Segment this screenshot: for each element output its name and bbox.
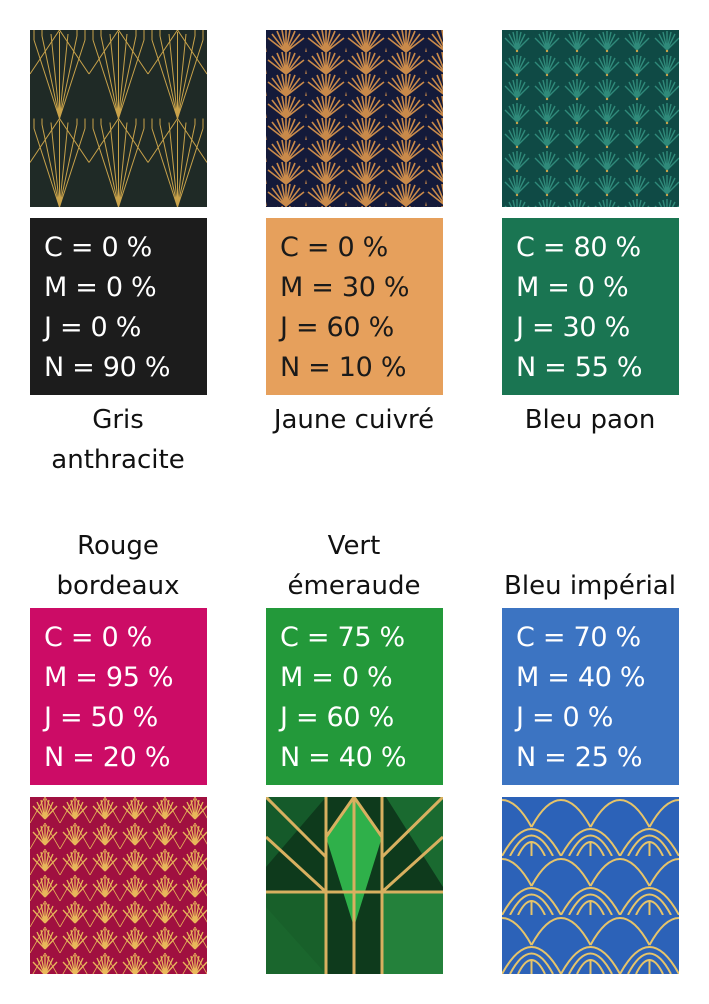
peacock-fan-pattern-icon <box>502 30 679 207</box>
art-deco-scallop-fan-pattern-icon <box>266 30 443 207</box>
color-swatch-bleu-paon: C = 80 % M = 0 % J = 30 % N = 55 % <box>502 218 679 395</box>
cmjn-n: N = 55 % <box>516 352 643 383</box>
cmjn-c: C = 70 % <box>516 622 641 653</box>
color-name-rouge: Rouge bordeaux <box>18 526 218 606</box>
cmjn-c: C = 0 % <box>44 232 152 263</box>
color-swatch-rouge: C = 0 % M = 95 % J = 50 % N = 20 % <box>30 608 207 785</box>
color-name-line: Bleu impérial <box>504 571 676 601</box>
cmjn-j: J = 0 % <box>44 312 142 343</box>
cmjn-m: M = 95 % <box>44 662 174 693</box>
art-deco-fan-lines-pattern-icon <box>30 30 207 207</box>
cmjn-n: N = 20 % <box>44 742 171 773</box>
cmjn-n: N = 25 % <box>516 742 643 773</box>
cmjn-c: C = 0 % <box>280 232 388 263</box>
cmjn-j: J = 60 % <box>280 702 394 733</box>
cmjn-c: C = 0 % <box>44 622 152 653</box>
cmjn-c: C = 80 % <box>516 232 641 263</box>
cmjn-m: M = 0 % <box>280 662 393 693</box>
cmjn-j: J = 0 % <box>516 702 614 733</box>
cmjn-c: C = 75 % <box>280 622 405 653</box>
color-name-line: Vert <box>327 531 381 561</box>
color-name-line: Gris <box>92 405 144 435</box>
color-name-bleu-imperial: Bleu impérial <box>490 566 690 606</box>
cmjn-j: J = 30 % <box>516 312 630 343</box>
color-name-line: Jaune cuivré <box>273 405 435 435</box>
color-swatch-gris: C = 0 % M = 0 % J = 0 % N = 90 % <box>30 218 207 395</box>
color-swatch-vert: C = 75 % M = 0 % J = 60 % N = 40 % <box>266 608 443 785</box>
color-name-jaune: Jaune cuivré <box>254 400 454 440</box>
color-name-line: bordeaux <box>56 571 180 601</box>
color-name-line: Rouge <box>77 531 159 561</box>
color-name-line: émeraude <box>287 571 421 601</box>
art-deco-arches-pattern-icon <box>502 797 679 974</box>
cmjn-m: M = 30 % <box>280 272 410 303</box>
cmjn-n: N = 10 % <box>280 352 407 383</box>
cmjn-j: J = 50 % <box>44 702 158 733</box>
cmjn-n: N = 40 % <box>280 742 407 773</box>
color-name-line: anthracite <box>51 445 185 475</box>
art-deco-shell-pattern-icon <box>30 797 207 974</box>
color-swatch-bleu-imperial: C = 70 % M = 40 % J = 0 % N = 25 % <box>502 608 679 785</box>
color-name-bleu-paon: Bleu paon <box>490 400 690 440</box>
cmjn-j: J = 60 % <box>280 312 394 343</box>
cmjn-m: M = 0 % <box>44 272 157 303</box>
color-name-gris: Gris anthracite <box>18 400 218 480</box>
cmjn-m: M = 40 % <box>516 662 646 693</box>
color-swatch-jaune: C = 0 % M = 30 % J = 60 % N = 10 % <box>266 218 443 395</box>
emerald-geometric-pattern-icon <box>266 797 443 974</box>
cmjn-n: N = 90 % <box>44 352 171 383</box>
color-name-vert: Vert émeraude <box>254 526 454 606</box>
color-name-line: Bleu paon <box>524 405 656 435</box>
cmjn-m: M = 0 % <box>516 272 629 303</box>
